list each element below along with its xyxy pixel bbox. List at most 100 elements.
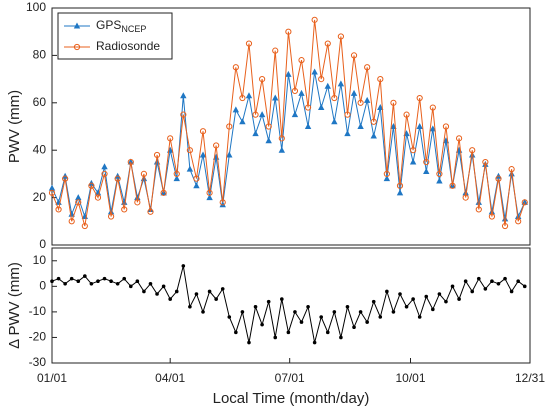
marker	[488, 208, 496, 215]
marker	[403, 111, 410, 118]
x-axis-label: Local Time (month/day)	[213, 390, 370, 407]
marker	[147, 208, 154, 215]
marker	[83, 274, 87, 278]
marker	[462, 194, 469, 201]
marker	[193, 182, 200, 189]
y-tick-label: 80	[33, 48, 47, 62]
marker	[410, 147, 417, 154]
marker	[62, 175, 69, 182]
marker	[89, 281, 94, 286]
marker	[291, 87, 299, 95]
y-tick-label: -30	[29, 355, 47, 369]
marker	[318, 76, 325, 83]
marker	[94, 194, 102, 201]
marker	[285, 28, 292, 35]
marker	[234, 330, 238, 335]
marker	[253, 304, 258, 309]
marker	[482, 158, 489, 166]
marker	[431, 307, 435, 312]
marker	[350, 89, 358, 96]
marker	[495, 175, 502, 182]
marker	[259, 76, 266, 83]
marker	[96, 279, 100, 284]
marker	[291, 111, 299, 118]
marker	[311, 68, 318, 75]
marker	[115, 281, 120, 286]
marker	[449, 182, 456, 189]
marker	[352, 325, 356, 330]
marker	[140, 170, 148, 177]
marker	[265, 137, 272, 144]
marker	[207, 289, 212, 294]
marker	[324, 82, 331, 89]
marker	[390, 99, 397, 106]
marker	[188, 304, 192, 309]
marker	[245, 40, 253, 47]
marker	[109, 279, 113, 284]
marker	[127, 158, 134, 166]
marker	[483, 287, 488, 291]
marker	[273, 335, 278, 340]
marker	[219, 201, 226, 208]
marker	[180, 111, 187, 118]
marker	[55, 206, 62, 213]
marker	[278, 146, 286, 153]
marker	[411, 297, 415, 301]
x-tick-label: 10/01	[395, 371, 425, 385]
marker	[363, 96, 371, 103]
x-tick-label: 12/31	[515, 371, 545, 385]
marker	[429, 104, 436, 111]
marker	[383, 170, 390, 177]
marker	[298, 89, 305, 96]
marker	[193, 175, 200, 182]
series-line	[51, 19, 526, 227]
marker	[442, 123, 450, 130]
marker	[345, 304, 350, 309]
marker	[240, 310, 245, 314]
y-tick-label: -10	[29, 304, 47, 318]
marker	[358, 310, 363, 314]
marker	[370, 132, 377, 139]
marker	[214, 297, 218, 301]
marker	[312, 340, 317, 345]
marker	[201, 310, 205, 314]
marker	[160, 189, 167, 196]
marker	[232, 106, 240, 113]
marker	[515, 218, 522, 225]
marker	[121, 206, 128, 213]
marker	[247, 340, 251, 345]
y-tick-label: 0	[39, 237, 46, 251]
marker	[278, 135, 285, 142]
marker	[357, 99, 364, 106]
marker	[331, 118, 338, 125]
marker	[319, 315, 324, 319]
marker	[522, 284, 527, 289]
x-tick-label: 07/01	[275, 371, 305, 385]
marker	[299, 320, 304, 324]
marker	[134, 194, 141, 201]
marker	[239, 94, 246, 102]
y-tick-label: -20	[29, 330, 47, 344]
marker	[371, 299, 376, 304]
marker	[398, 292, 402, 296]
legend-box	[57, 12, 173, 60]
marker	[324, 40, 331, 47]
marker	[128, 284, 133, 289]
marker	[168, 297, 172, 301]
marker	[311, 16, 318, 23]
y-axis-label: PWV (mm)	[6, 90, 23, 163]
marker	[490, 279, 494, 284]
marker	[521, 198, 528, 205]
marker	[220, 287, 225, 291]
marker	[272, 47, 279, 54]
marker	[416, 123, 423, 129]
marker	[265, 123, 272, 130]
marker	[370, 118, 377, 125]
marker	[396, 189, 404, 196]
y-tick-label: 0	[39, 279, 46, 293]
marker	[206, 189, 213, 196]
marker	[516, 279, 520, 284]
marker	[148, 281, 153, 286]
marker	[226, 123, 233, 130]
plot-area	[51, 247, 531, 364]
